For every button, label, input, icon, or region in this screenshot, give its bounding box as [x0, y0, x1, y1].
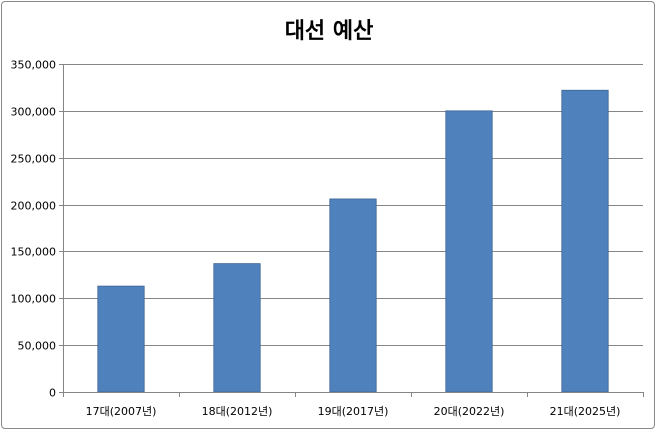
- chart-title: 대선 예산: [285, 19, 374, 44]
- bar: [561, 89, 609, 393]
- x-tick-label: 17대(2007년): [86, 405, 157, 418]
- axes: [59, 64, 644, 397]
- bars: [97, 89, 609, 393]
- x-tick-label: 20대(2022년): [434, 405, 505, 418]
- x-tick-label: 21대(2025년): [550, 405, 621, 418]
- gridlines: [63, 64, 643, 346]
- y-tick-label: 150,000: [11, 246, 57, 259]
- bar: [329, 198, 377, 393]
- y-tick-labels: 0 50,000 100,000 150,000 200,000 250,000 300,0…: [11, 59, 57, 400]
- y-tick-label: 200,000: [11, 200, 57, 213]
- y-tick-label: 300,000: [11, 106, 57, 119]
- y-tick-label: 0: [49, 387, 56, 400]
- bar: [213, 263, 261, 393]
- y-tick-label: 100,000: [11, 293, 57, 306]
- bar: [97, 285, 145, 393]
- x-tick-label: 18대(2012년): [202, 405, 273, 418]
- x-tick-labels: 17대(2007년) 18대(2012년) 19대(2017년) 20대(2022년)…: [86, 405, 621, 418]
- y-tick-label: 350,000: [11, 59, 57, 72]
- x-tick-label: 19대(2017년): [318, 405, 389, 418]
- bar: [445, 110, 493, 393]
- y-tick-label: 50,000: [18, 340, 57, 353]
- y-tick-label: 250,000: [11, 153, 57, 166]
